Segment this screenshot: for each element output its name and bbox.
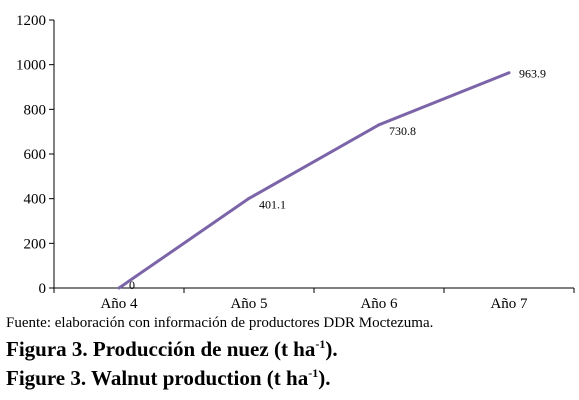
data-point [507, 71, 511, 75]
x-tick-label: Año 6 [360, 296, 398, 312]
data-label: 730.8 [389, 124, 416, 138]
x-tick-label: Año 7 [490, 296, 528, 312]
y-tick-label: 600 [24, 147, 47, 163]
data-label: 0 [129, 278, 135, 292]
caption-en-end: ). [318, 366, 331, 390]
caption-es-text: Figura 3. Producción de nuez (t ha [6, 337, 316, 361]
y-tick-label: 0 [39, 281, 47, 297]
y-tick-label: 1000 [16, 58, 46, 74]
series-walnut-production [117, 71, 511, 290]
source-note: Fuente: elaboración con información de p… [6, 315, 434, 331]
figure-caption-english: Figure 3. Walnut production (t ha-1). [6, 366, 330, 391]
y-tick-label: 1200 [16, 13, 46, 29]
y-tick-label: 800 [24, 102, 47, 118]
caption-en-text: Figure 3. Walnut production (t ha [6, 366, 309, 390]
data-point [377, 123, 381, 127]
data-labels: 0 401.1 730.8 963.9 [129, 67, 546, 292]
x-tick-label: Año 5 [230, 296, 267, 312]
figure-caption-spanish: Figura 3. Producción de nuez (t ha-1). [6, 337, 338, 362]
data-label: 963.9 [519, 67, 546, 81]
data-point [117, 286, 121, 290]
data-point [247, 196, 251, 200]
caption-es-end: ). [325, 337, 338, 361]
x-tick-label: Año 4 [100, 296, 138, 312]
series-line [118, 71, 510, 290]
y-tick-label: 200 [24, 236, 47, 252]
caption-es-exponent: -1 [315, 337, 326, 351]
data-label: 401.1 [259, 197, 286, 211]
x-axis: Año 4 Año 5 Año 6 Año 7 [53, 287, 575, 312]
y-tick-label: 400 [24, 192, 47, 208]
y-axis: 0 200 400 600 800 1000 1200 [16, 13, 55, 297]
caption-en-exponent: -1 [308, 366, 319, 380]
